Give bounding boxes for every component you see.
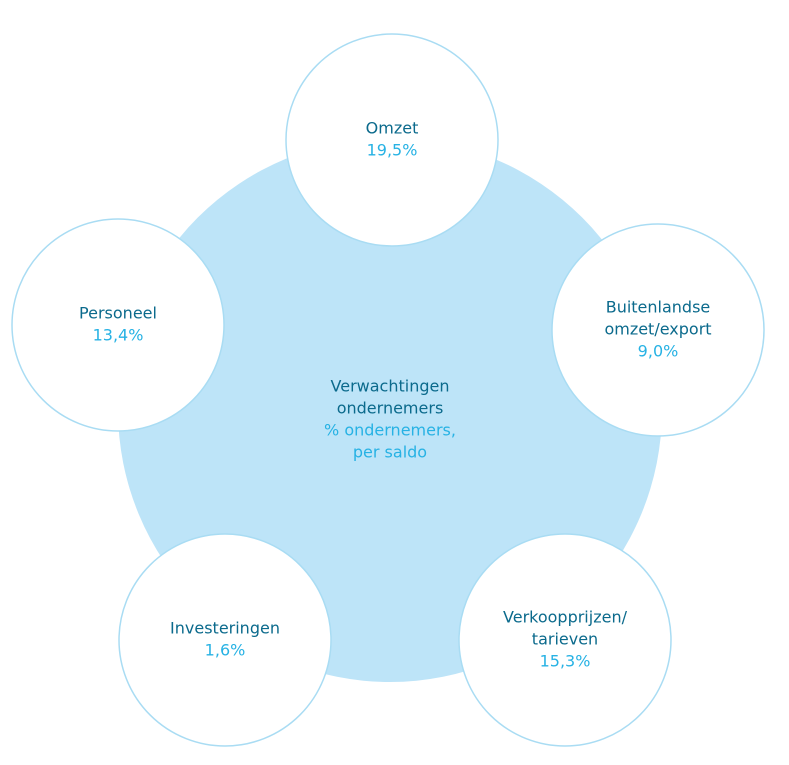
node-circle xyxy=(458,533,672,747)
node-value: 1,6% xyxy=(205,641,246,660)
node-circle xyxy=(11,218,225,432)
node-circle xyxy=(285,33,499,247)
node-circle xyxy=(118,533,332,747)
node-label: Investeringen xyxy=(170,619,280,638)
node-label: Omzet xyxy=(366,119,419,138)
center-subtitle: per saldo xyxy=(353,443,427,462)
node-value: 19,5% xyxy=(367,141,418,160)
center-title: Verwachtingen xyxy=(331,377,450,396)
node-value: 15,3% xyxy=(540,652,591,671)
node-value: 9,0% xyxy=(638,342,679,361)
node-label: Verkoopprijzen/ xyxy=(503,608,628,627)
node-label: tarieven xyxy=(532,630,598,649)
node-label: omzet/export xyxy=(604,320,711,339)
node-label: Buitenlandse xyxy=(606,298,711,317)
center-subtitle: % ondernemers, xyxy=(324,421,456,440)
node-label: Personeel xyxy=(79,304,157,323)
center-title: ondernemers xyxy=(337,399,444,418)
node-value: 13,4% xyxy=(93,326,144,345)
node-circle xyxy=(551,223,765,437)
